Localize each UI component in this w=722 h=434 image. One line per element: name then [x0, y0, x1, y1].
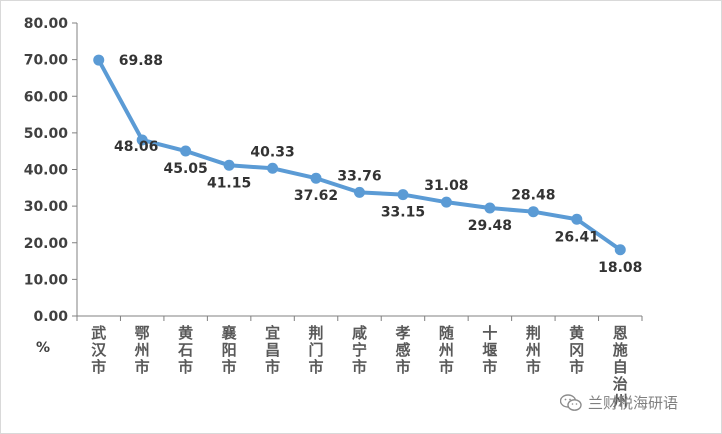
x-category-label: 襄阳市: [221, 324, 238, 376]
x-category-label: 黄石市: [177, 324, 193, 376]
x-category-label: 鄂州市: [134, 324, 150, 376]
data-point: [440, 196, 452, 208]
data-label: 45.05: [164, 161, 208, 177]
y-tick-label: 50.00: [24, 126, 69, 142]
data-label: 48.06: [114, 139, 158, 155]
wechat-icon: [560, 393, 582, 411]
y-tick-label: 10.00: [24, 272, 69, 288]
y-tick-label: 40.00: [24, 163, 69, 179]
watermark: 兰财税海研语: [560, 392, 678, 413]
x-category-label: 十堰市: [482, 324, 497, 376]
x-category-label: 恩施自治州: [612, 324, 628, 410]
data-point: [484, 202, 496, 214]
data-point: [614, 244, 626, 256]
data-label: 40.33: [250, 144, 294, 160]
y-tick-label: 0.00: [33, 309, 68, 325]
data-label: 28.48: [511, 188, 555, 204]
data-point: [527, 206, 539, 218]
data-point: [310, 172, 322, 184]
data-point: [267, 162, 279, 174]
series-line: [96, 58, 623, 252]
data-label: 69.88: [119, 53, 163, 69]
x-category-label: 宜昌市: [265, 324, 280, 376]
data-label: 29.48: [468, 218, 512, 234]
y-tick-label: 30.00: [24, 199, 69, 215]
data-label: 41.15: [207, 175, 251, 191]
x-category-label: 荆门市: [309, 324, 324, 376]
y-tick-label: 70.00: [24, 53, 69, 69]
data-point: [223, 159, 235, 171]
data-label: 26.41: [555, 229, 599, 245]
data-label: 33.76: [337, 168, 381, 184]
x-category-label: 随州市: [438, 324, 454, 376]
watermark-text: 兰财税海研语: [588, 394, 679, 412]
data-point: [354, 186, 365, 198]
x-category-label: 黄冈市: [569, 324, 584, 376]
data-point: [136, 134, 148, 146]
y-tick-label: 80.00: [24, 16, 69, 32]
x-category-label: 孝感市: [394, 324, 410, 376]
data-point: [397, 189, 409, 201]
data-point: [571, 213, 583, 225]
y-tick-label: 20.00: [24, 236, 69, 252]
data-label: 33.15: [381, 205, 425, 221]
data-label: 31.08: [424, 178, 468, 194]
x-category-label: 咸宁市: [352, 324, 367, 376]
x-category-label: 武汉市: [91, 324, 107, 376]
y-tick-label: 60.00: [24, 89, 69, 105]
data-label: 18.08: [598, 260, 642, 276]
data-label: 37.62: [294, 188, 338, 204]
data-point: [93, 54, 105, 66]
x-category-label: 荆州市: [525, 324, 541, 376]
y-axis-unit: %: [36, 340, 51, 356]
data-point: [180, 145, 192, 157]
